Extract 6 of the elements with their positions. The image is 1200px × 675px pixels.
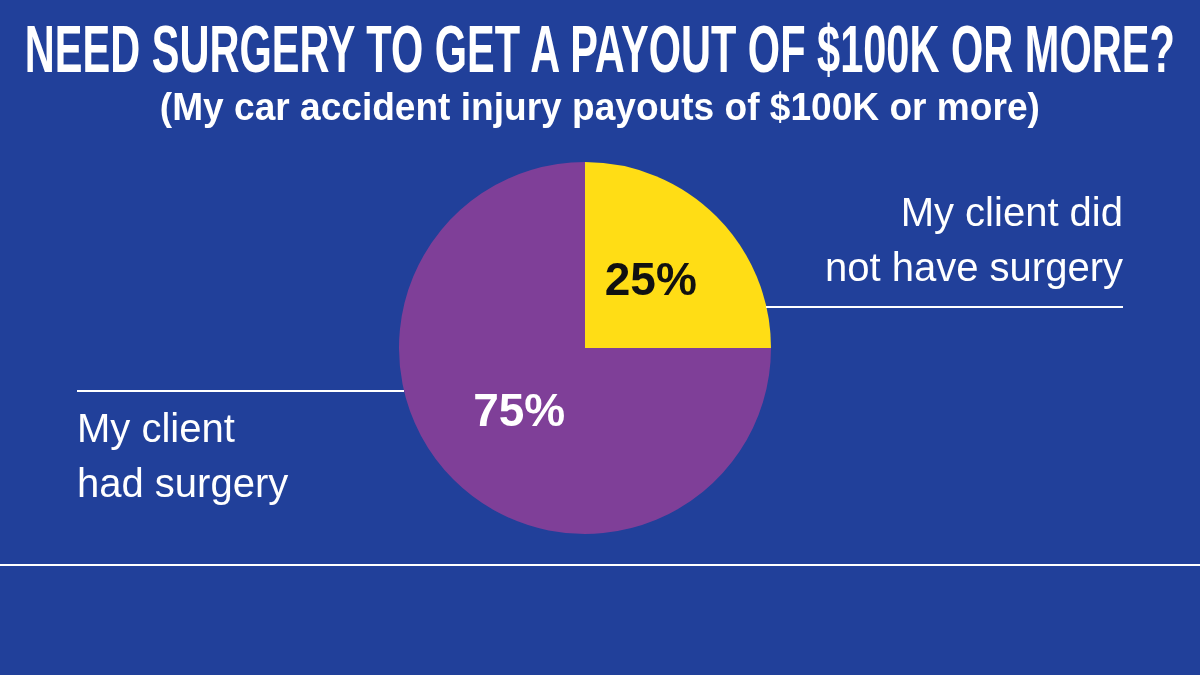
slice-label: My client had surgery: [77, 404, 289, 507]
chart-title: NEED SURGERY TO GET A PAYOUT OF $100K OR MORE?: [25, 12, 1176, 86]
data-label: 25%: [604, 252, 697, 305]
data-label: 75%: [473, 384, 566, 437]
slice-label: My client did not have surgery: [825, 189, 1123, 292]
chart-subtitle: (My car accident injury payouts of $100K or more): [159, 85, 1040, 130]
